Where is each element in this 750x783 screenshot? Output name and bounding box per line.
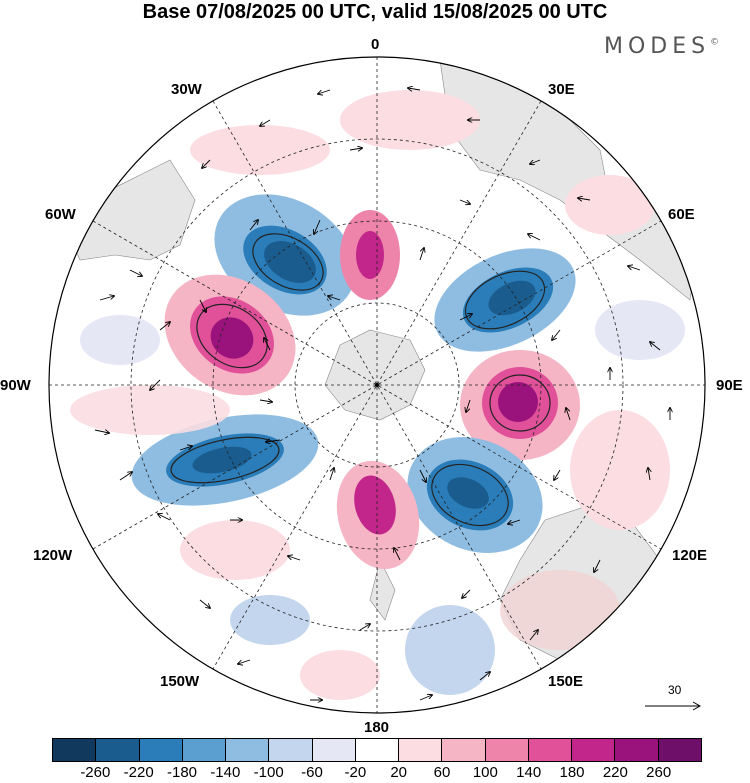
colorbar-swatch	[442, 739, 486, 761]
brand-text: MODES	[604, 34, 711, 59]
lon-label-90e: 90E	[716, 377, 743, 394]
lon-label-0: 0	[371, 36, 380, 53]
anomaly-shading	[70, 90, 685, 700]
colorbar-swatch	[312, 739, 356, 761]
colorbar-tick-label: 260	[646, 764, 672, 781]
colorbar-swatch	[615, 739, 659, 761]
brand-mark: ©	[710, 37, 720, 48]
colorbar-swatch	[528, 739, 573, 761]
lon-label-120w: 120W	[33, 547, 73, 564]
colorbar-tick-label: -60	[301, 764, 323, 781]
colorbar-tick-label: 60	[433, 764, 451, 781]
pole-marker	[375, 383, 379, 387]
colorbar-swatch	[182, 739, 227, 761]
colorbar-swatch	[399, 739, 443, 761]
map-border	[48, 56, 706, 714]
lon-label-180: 180	[364, 719, 390, 736]
colorbar	[52, 738, 702, 762]
graticule	[49, 57, 705, 713]
map-title: Base 07/08/2025 00 UTC, valid 15/08/2025…	[142, 1, 608, 23]
reference-vector-arrow	[645, 701, 702, 711]
colorbar-tick-label: -220	[123, 764, 154, 781]
colorbar-ticks: -260 -220 -180 -140 -100 -60 -20 20 60 100 140 180 2…	[52, 764, 702, 782]
wind-vectors	[94, 88, 670, 700]
lon-label-90w: 90W	[0, 377, 31, 394]
colorbar-swatch	[572, 739, 616, 761]
colorbar-tick-label: -20	[344, 764, 367, 781]
lon-label-60w: 60W	[45, 206, 76, 223]
colorbar-tick-label: -260	[80, 764, 111, 781]
colorbar-tick-label: -140	[210, 764, 241, 781]
brand-logo: MODES©	[604, 34, 719, 59]
colorbar-swatch	[226, 739, 270, 761]
colorbar-swatch	[658, 739, 701, 761]
lon-label-30e: 30E	[548, 81, 575, 98]
colorbar-swatch	[139, 739, 183, 761]
colorbar-tick-label: -180	[166, 764, 198, 781]
colorbar-tick-label: 180	[559, 764, 585, 781]
lon-label-30w: 30W	[171, 81, 202, 98]
colorbar-tick-label: 20	[390, 764, 407, 781]
colorbar-swatch	[269, 739, 313, 761]
colorbar-swatch	[53, 739, 97, 761]
reference-vector-label: 30	[668, 683, 682, 697]
lon-label-60e: 60E	[668, 206, 695, 223]
colorbar-tick-label: -100	[253, 764, 284, 781]
lon-label-150e: 150E	[548, 673, 584, 690]
colorbar-tick-label: 140	[516, 764, 542, 781]
lon-label-150w: 150W	[160, 673, 200, 690]
colorbar-swatch	[485, 739, 529, 761]
colorbar-swatch	[355, 739, 400, 761]
colorbar-tick-label: 100	[472, 764, 498, 781]
colorbar-swatch	[96, 739, 140, 761]
contour-lines	[170, 233, 551, 527]
colorbar-tick-label: 220	[602, 764, 628, 781]
lon-label-120e: 120E	[672, 547, 708, 564]
